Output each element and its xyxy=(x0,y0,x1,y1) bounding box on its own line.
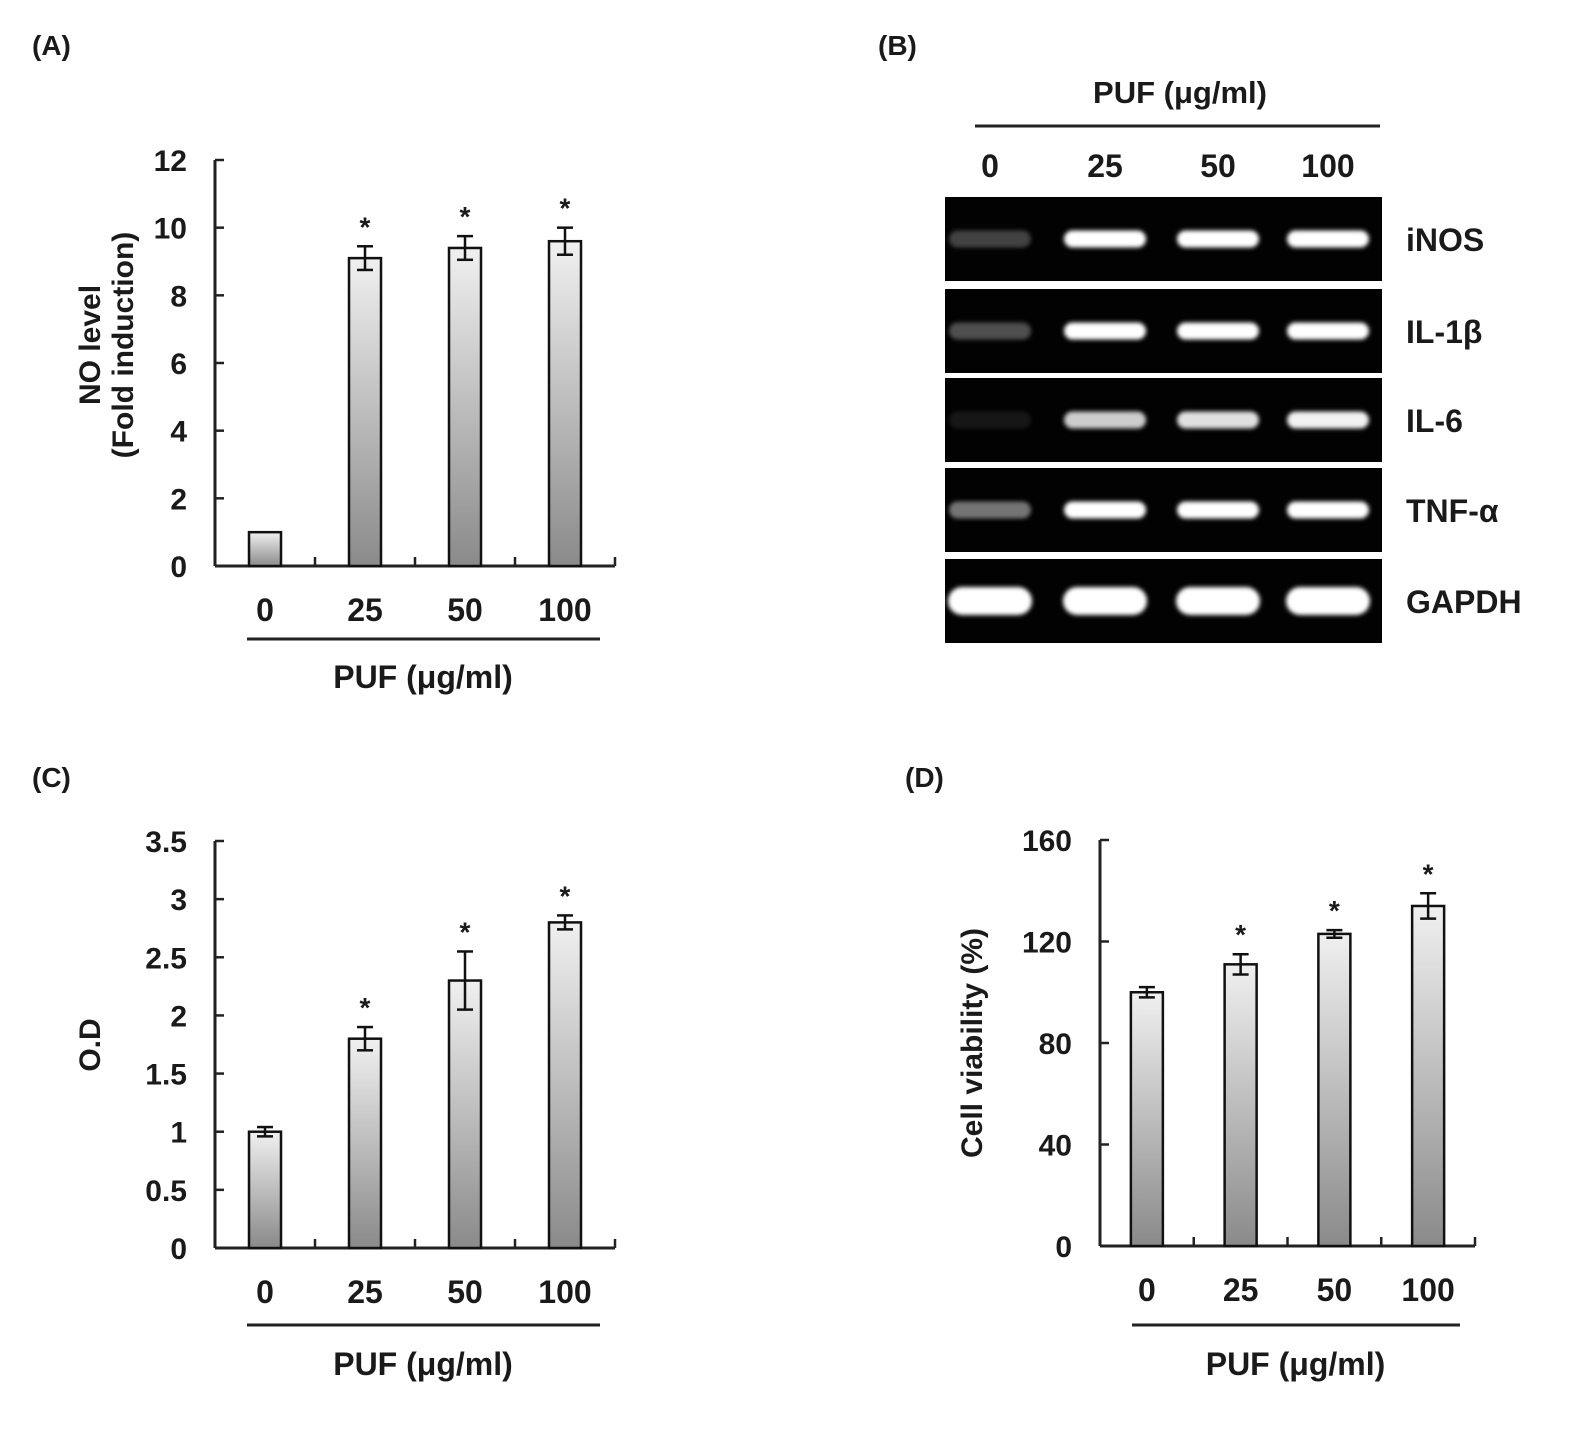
gel-band xyxy=(1287,322,1369,340)
y-tick-label: 0 xyxy=(170,551,187,584)
y-tick-label: 10 xyxy=(154,213,187,246)
x-axis-label: PUF (μg/ml) xyxy=(1206,1346,1386,1382)
gel-band xyxy=(1287,230,1369,248)
significance-mark: * xyxy=(1235,919,1246,950)
gel-row-label: IL-1β xyxy=(1406,314,1482,350)
panel-d-label: (D) xyxy=(905,762,944,793)
gel-band xyxy=(1177,501,1259,519)
significance-mark: * xyxy=(460,916,471,947)
x-tick-label: 100 xyxy=(538,1274,591,1310)
gel-lane-label: 50 xyxy=(1200,148,1236,184)
y-tick-label: 2 xyxy=(170,483,187,516)
x-tick-label: 100 xyxy=(1401,1272,1454,1308)
bar xyxy=(247,1130,283,1250)
y-tick-label: 160 xyxy=(1022,825,1072,858)
bar xyxy=(1317,932,1352,1248)
gel-band xyxy=(1064,230,1146,248)
bar xyxy=(1410,904,1446,1248)
panel-d-bar-chart: 0 40 80 120 160 0 * 25 * 50 * 100 PUF (μg/ml) Cell vi… xyxy=(956,825,1477,1382)
gel-lane-label: 0 xyxy=(981,148,999,184)
y-tick-label: 120 xyxy=(1022,927,1072,960)
panel-b-label: (B) xyxy=(878,30,917,61)
bar xyxy=(247,530,283,568)
significance-mark: * xyxy=(1329,895,1340,926)
significance-mark: * xyxy=(1423,858,1434,889)
gel-band xyxy=(1177,411,1259,429)
y-tick-label: 6 xyxy=(170,348,187,381)
y-axis-label: O.D xyxy=(74,1018,107,1071)
y-tick-label: 0 xyxy=(1055,1231,1072,1264)
y-axis-label: Cell viability (%) xyxy=(956,928,989,1158)
x-tick-label: 25 xyxy=(1223,1272,1259,1308)
gel-band xyxy=(1064,322,1146,340)
gel-band xyxy=(1286,587,1370,615)
x-tick-label: 0 xyxy=(256,1274,274,1310)
gel-row-label: IL-6 xyxy=(1406,403,1463,439)
gel-band xyxy=(1063,587,1147,615)
y-tick-label: 1.5 xyxy=(145,1059,187,1092)
gel-row-label: TNF-α xyxy=(1406,493,1499,529)
y-tick-label: 12 xyxy=(154,145,187,178)
y-tick-label: 2 xyxy=(170,1000,187,1033)
significance-mark: * xyxy=(460,201,471,232)
gel-band xyxy=(1177,230,1259,248)
gel-band xyxy=(949,411,1031,429)
gel-band xyxy=(1064,501,1146,519)
y-axis-label: NO level xyxy=(74,285,107,405)
y-tick-label: 1 xyxy=(170,1117,187,1150)
y-tick-label: 0.5 xyxy=(145,1175,187,1208)
gel-header: PUF (μg/ml) xyxy=(1093,75,1267,110)
bar xyxy=(347,256,383,568)
x-tick-label: 25 xyxy=(347,592,383,628)
panel-c-bar-chart: 0 0.5 1 1.5 2 2.5 3 3.5 0 * 25 * 50 * 100 PUF (μg/ml) O.… xyxy=(74,826,617,1382)
x-axis-label: PUF (μg/ml) xyxy=(333,659,513,695)
bar xyxy=(1223,963,1258,1248)
x-tick-label: 50 xyxy=(447,1274,483,1310)
x-tick-label: 0 xyxy=(256,592,274,628)
panel-a-bar-chart: 0 2 4 6 8 10 12 0 * 25 * 50 * 100 PUF (μg/ml) NO level(… xyxy=(74,145,617,695)
y-tick-label: 80 xyxy=(1039,1028,1072,1061)
significance-mark: * xyxy=(560,880,571,911)
gel-band xyxy=(949,230,1031,248)
x-tick-label: 100 xyxy=(538,592,591,628)
bar xyxy=(547,239,583,568)
panel-b-gel: PUF (μg/ml) 0 25 50 100 iNOS IL-1β IL-6 TNF-α G… xyxy=(945,75,1522,643)
bar xyxy=(447,979,483,1250)
y-tick-label: 3.5 xyxy=(145,826,187,859)
y-tick-label: 0 xyxy=(170,1233,187,1266)
bar xyxy=(1129,991,1165,1248)
y-axis-label-secondary: (Fold induction) xyxy=(107,232,140,459)
y-tick-label: 2.5 xyxy=(145,942,187,975)
gel-lane-label: 100 xyxy=(1301,148,1354,184)
y-tick-label: 3 xyxy=(170,884,187,917)
y-tick-label: 8 xyxy=(170,280,187,313)
x-tick-label: 25 xyxy=(347,1274,383,1310)
y-tick-label: 4 xyxy=(170,416,187,449)
gel-band xyxy=(1287,501,1369,519)
gel-band xyxy=(949,501,1031,519)
gel-row-label: GAPDH xyxy=(1406,584,1522,620)
gel-band xyxy=(1176,587,1260,615)
gel-band xyxy=(1064,411,1146,429)
panel-a-label: (A) xyxy=(32,30,71,61)
significance-mark: * xyxy=(360,211,371,242)
gel-band xyxy=(1177,322,1259,340)
panel-c-label: (C) xyxy=(32,762,71,793)
gel-row-label: iNOS xyxy=(1406,222,1484,258)
y-tick-label: 40 xyxy=(1039,1130,1072,1163)
x-axis-label: PUF (μg/ml) xyxy=(333,1346,513,1382)
gel-band xyxy=(1287,411,1369,429)
significance-mark: * xyxy=(360,992,371,1023)
gel-band xyxy=(949,322,1031,340)
bar xyxy=(347,1037,383,1250)
significance-mark: * xyxy=(560,193,571,224)
x-tick-label: 50 xyxy=(447,592,483,628)
x-tick-label: 0 xyxy=(1138,1272,1156,1308)
bar xyxy=(447,246,483,568)
gel-lane-label: 25 xyxy=(1087,148,1123,184)
bar xyxy=(547,921,583,1250)
x-tick-label: 50 xyxy=(1317,1272,1353,1308)
gel-band xyxy=(948,587,1032,615)
